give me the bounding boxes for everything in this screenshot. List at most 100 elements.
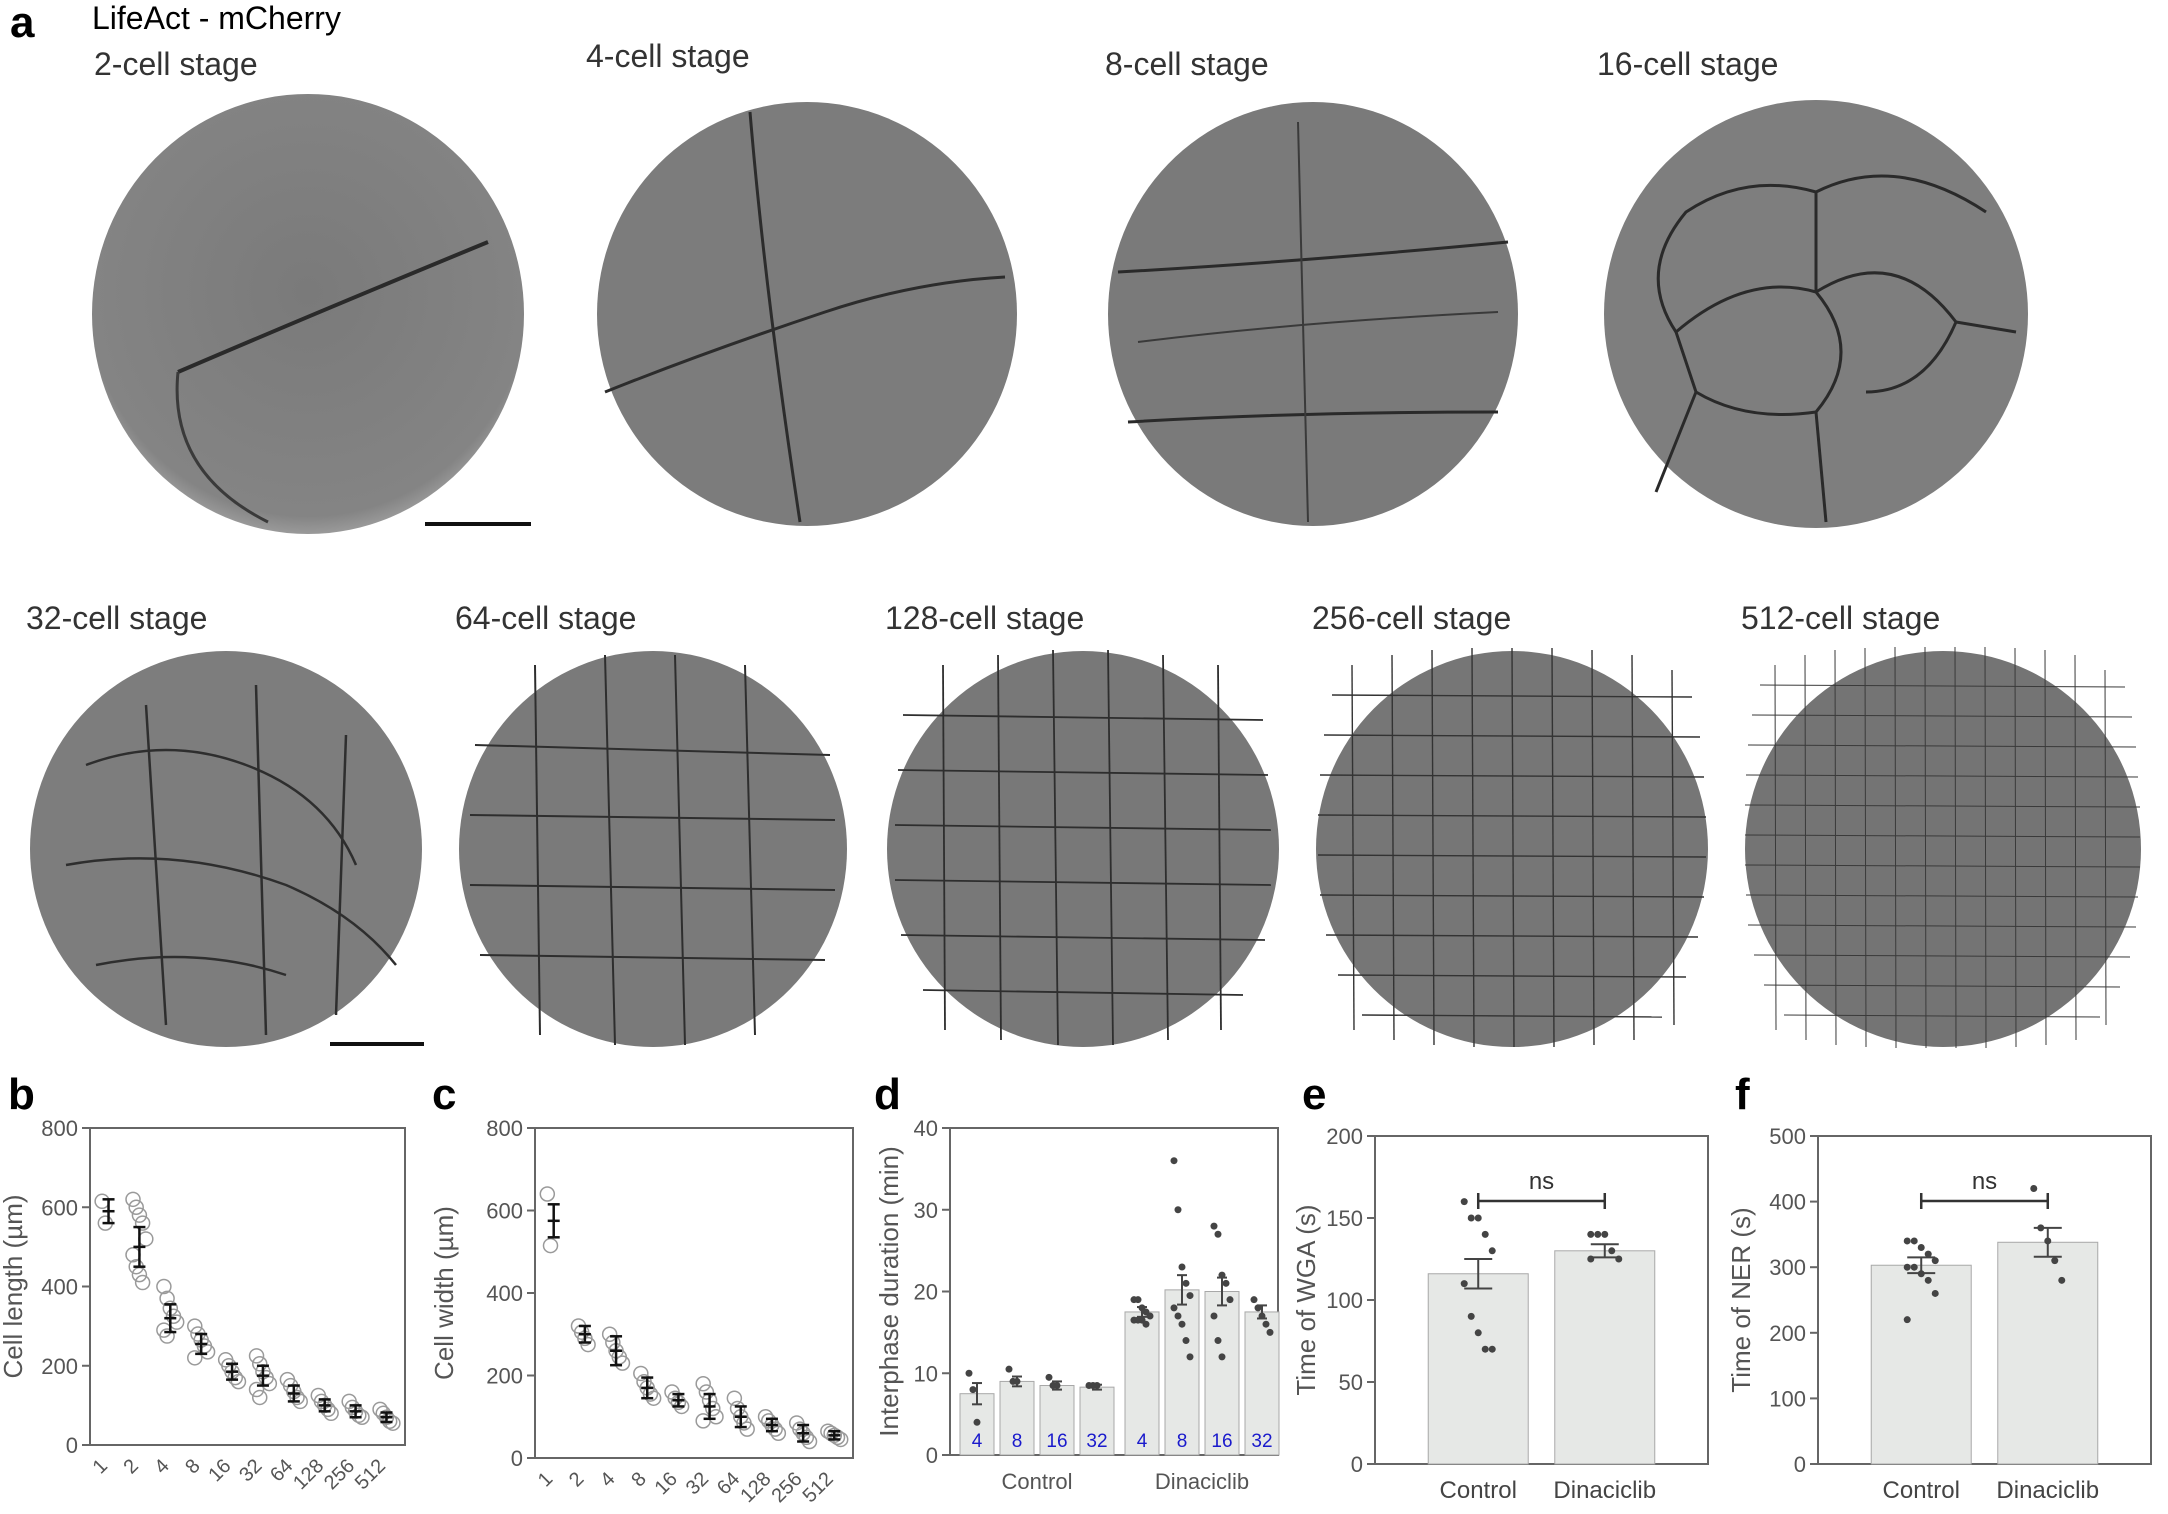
scale-bar-bottom — [330, 1042, 424, 1046]
data-point — [131, 1207, 148, 1223]
data-point — [539, 1186, 556, 1202]
data-point — [698, 1384, 715, 1400]
x-tick-label: 256 — [320, 1455, 359, 1494]
micrograph-2-cell — [92, 94, 524, 534]
data-point — [2051, 1257, 2059, 1265]
data-point — [156, 1278, 172, 1295]
panel-letter-d: d — [874, 1070, 901, 1119]
micrograph-64-cell — [459, 651, 847, 1047]
y-tick-label: 0 — [926, 1443, 938, 1468]
x-tick-label: 4 — [150, 1455, 173, 1478]
panel-letter-e: e — [1302, 1070, 1327, 1119]
bar-count-label: 4 — [972, 1431, 983, 1452]
x-tick-label: 512 — [799, 1468, 838, 1507]
chart-time-of-ner: 0 100 200 300 400 500 Time of NER (s) Control Di… — [1726, 1124, 2152, 1504]
x-tick-label: 16 — [651, 1468, 682, 1499]
data-point — [1210, 1222, 1218, 1230]
bar — [1427, 1273, 1529, 1465]
data-point — [187, 1350, 203, 1366]
stage-label-512: 512-cell stage — [1741, 600, 1941, 636]
data-point — [1931, 1289, 1939, 1297]
plot-frame — [1817, 1135, 2152, 1465]
y-tick-label: 500 — [1769, 1124, 1806, 1149]
y-tick-label: 100 — [1769, 1386, 1806, 1411]
data-point — [1214, 1230, 1222, 1238]
y-tick-label: 100 — [1326, 1288, 1363, 1313]
chart-time-of-wga: 0 50 100 150 200 Time of WGA (s) Control Dinaci… — [1291, 1124, 1709, 1504]
stage-label-2: 2-cell stage — [94, 46, 258, 82]
bar-count-label: 8 — [1012, 1431, 1023, 1452]
y-tick-label: 0 — [1351, 1452, 1363, 1477]
data-point — [1924, 1276, 1932, 1284]
y-tick-label: 400 — [41, 1275, 78, 1300]
stage-label-4: 4-cell stage — [586, 38, 750, 74]
y-tick-label: 200 — [1326, 1124, 1363, 1149]
data-point — [1005, 1365, 1013, 1373]
data-point — [695, 1413, 711, 1429]
x-tick-label: 32 — [682, 1468, 713, 1499]
x-tick-label: 512 — [351, 1455, 390, 1494]
y-tick-label: 400 — [486, 1281, 523, 1306]
bar-count-label: 16 — [1211, 1431, 1232, 1452]
data-point — [251, 1356, 268, 1372]
data-point — [128, 1199, 144, 1215]
data-point — [1182, 1279, 1190, 1287]
significance-label: ns — [1529, 1168, 1554, 1195]
bar — [1870, 1264, 1972, 1465]
y-tick-label: 600 — [486, 1199, 523, 1224]
x-tick-label: 128 — [289, 1455, 328, 1494]
panel-letter-b: b — [8, 1070, 35, 1119]
bar-count-label: 8 — [1177, 1431, 1188, 1452]
data-point — [1266, 1328, 1274, 1336]
data-point — [1226, 1296, 1234, 1304]
data-point — [1174, 1312, 1182, 1320]
group-label: Control — [1002, 1469, 1073, 1494]
y-tick-label: 150 — [1326, 1206, 1363, 1231]
bar — [1164, 1289, 1200, 1456]
data-point — [1218, 1353, 1226, 1361]
data-point — [1186, 1353, 1194, 1361]
data-point — [230, 1373, 247, 1390]
stage-label-8: 8-cell stage — [1105, 46, 1269, 82]
bar-count-label: 16 — [1046, 1431, 1067, 1452]
y-tick-label: 800 — [41, 1116, 78, 1141]
x-tick-label: 32 — [235, 1455, 266, 1486]
x-tick-label: Dinaciclib — [1996, 1477, 2099, 1504]
data-point — [973, 1418, 981, 1426]
data-point — [1910, 1237, 1918, 1245]
data-point — [1601, 1230, 1609, 1238]
bar — [1997, 1241, 2099, 1465]
micrograph-16-cell — [1604, 100, 2028, 528]
data-point — [1262, 1320, 1270, 1328]
data-point — [695, 1376, 711, 1392]
y-tick-label: 0 — [511, 1446, 523, 1471]
data-point — [965, 1369, 973, 1377]
panel-a-header: LifeAct - mCherry — [92, 0, 341, 36]
data-point — [1924, 1250, 1932, 1258]
x-tick-label: 1 — [89, 1455, 112, 1478]
data-point — [739, 1421, 755, 1437]
y-axis-label: Time of NER (s) — [1726, 1207, 1756, 1392]
data-point — [138, 1231, 154, 1247]
data-point — [1474, 1329, 1482, 1337]
x-tick-label: 8 — [627, 1468, 650, 1491]
data-point — [187, 1318, 203, 1334]
data-point — [1250, 1296, 1258, 1304]
data-point — [131, 1266, 148, 1283]
data-point — [1045, 1373, 1053, 1381]
bar-count-label: 32 — [1251, 1431, 1272, 1452]
x-tick-label: 1 — [534, 1468, 557, 1491]
stage-label-64: 64-cell stage — [455, 600, 637, 636]
data-point — [2058, 1276, 2066, 1284]
data-point — [1608, 1247, 1616, 1255]
data-point — [542, 1237, 559, 1254]
data-point — [1481, 1230, 1489, 1238]
y-axis-label: Cell length (µm) — [0, 1194, 28, 1378]
scale-bar-top — [425, 522, 531, 526]
data-point — [770, 1425, 787, 1441]
y-tick-label: 0 — [1794, 1452, 1806, 1477]
data-point — [1467, 1312, 1475, 1320]
x-tick-label: 2 — [565, 1468, 588, 1491]
x-tick-label: 128 — [736, 1468, 775, 1507]
